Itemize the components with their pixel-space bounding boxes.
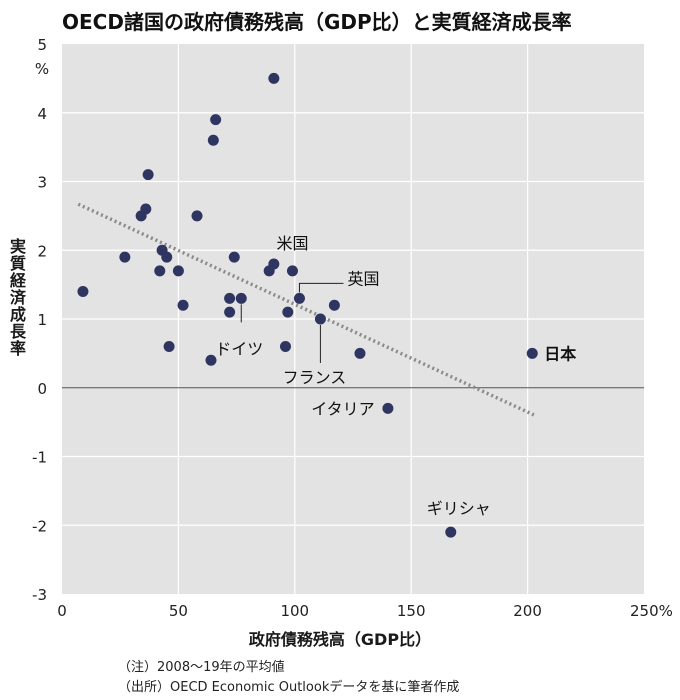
data-point-labeled bbox=[445, 526, 457, 538]
y-tick-label: -3 bbox=[32, 586, 47, 604]
y-tick-label: 5 bbox=[37, 36, 47, 54]
y-tick-label: 3 bbox=[37, 174, 47, 192]
data-point bbox=[279, 341, 291, 352]
data-point bbox=[172, 265, 184, 277]
y-tick-labels: 5 4 3 2 1 0 -1 -2 -3 bbox=[32, 36, 47, 604]
country-label: イタリア bbox=[311, 399, 374, 418]
x-tick-label: 150 bbox=[397, 602, 426, 620]
data-point bbox=[154, 265, 166, 277]
data-point bbox=[119, 251, 131, 263]
data-point bbox=[163, 341, 175, 352]
x-tick-label: 0 bbox=[57, 602, 67, 620]
data-point bbox=[142, 169, 154, 181]
data-point bbox=[207, 134, 219, 146]
country-label: フランス bbox=[283, 368, 347, 387]
data-point bbox=[268, 72, 280, 84]
country-label: 英国 bbox=[347, 269, 379, 288]
data-point bbox=[224, 292, 236, 304]
data-point-labeled bbox=[286, 265, 298, 277]
data-point-labeled bbox=[293, 292, 305, 304]
chart-title: OECD諸国の政府債務残高（GDP比）と実質経済成長率 bbox=[62, 10, 572, 34]
x-tick-label: 50 bbox=[169, 602, 188, 620]
data-point bbox=[205, 354, 217, 366]
y-tick-label: 0 bbox=[37, 380, 47, 398]
y-tick-label: 2 bbox=[37, 242, 47, 260]
x-tick-labels: 0 50 100 150 200 250% bbox=[57, 602, 673, 620]
data-point bbox=[328, 299, 340, 311]
y-tick-label: -2 bbox=[32, 517, 47, 535]
trend-line bbox=[77, 202, 536, 417]
data-point-labeled bbox=[526, 347, 538, 359]
y-axis-label: 実質経済成長率 bbox=[7, 238, 26, 357]
country-label: 米国 bbox=[276, 234, 308, 253]
data-point-labeled bbox=[382, 402, 394, 414]
y-unit-label: % bbox=[35, 60, 49, 78]
data-point bbox=[77, 286, 89, 297]
data-point bbox=[140, 203, 152, 215]
x-axis-label: 政府債務残高（GDP比） bbox=[248, 630, 432, 649]
x-tick-label: 250% bbox=[630, 602, 673, 620]
y-tick-label: -1 bbox=[32, 449, 47, 467]
data-point bbox=[224, 306, 236, 318]
label-leader-lines bbox=[240, 282, 344, 363]
data-point bbox=[210, 114, 222, 126]
data-point bbox=[191, 210, 203, 222]
country-label: 日本 bbox=[544, 344, 576, 363]
country-label: ギリシャ bbox=[427, 499, 491, 518]
label-leader-line bbox=[298, 282, 344, 293]
country-label: ドイツ bbox=[215, 339, 263, 358]
data-point bbox=[268, 258, 280, 270]
data-point bbox=[354, 347, 366, 359]
note-text: （注）2008～19年の平均値 bbox=[118, 660, 285, 675]
y-tick-label: 4 bbox=[37, 105, 47, 123]
x-tick-label: 100 bbox=[280, 602, 309, 620]
data-point-labeled bbox=[314, 313, 326, 325]
y-tick-label: 1 bbox=[37, 311, 47, 329]
x-tick-label: 200 bbox=[513, 602, 542, 620]
data-point bbox=[228, 251, 240, 263]
data-point-labeled bbox=[235, 292, 247, 304]
data-point bbox=[161, 251, 173, 263]
source-text: （出所）OECD Economic Outlookデータを基に筆者作成 bbox=[118, 680, 460, 695]
data-point bbox=[177, 299, 189, 311]
data-point bbox=[282, 306, 294, 318]
data-points bbox=[77, 72, 538, 538]
